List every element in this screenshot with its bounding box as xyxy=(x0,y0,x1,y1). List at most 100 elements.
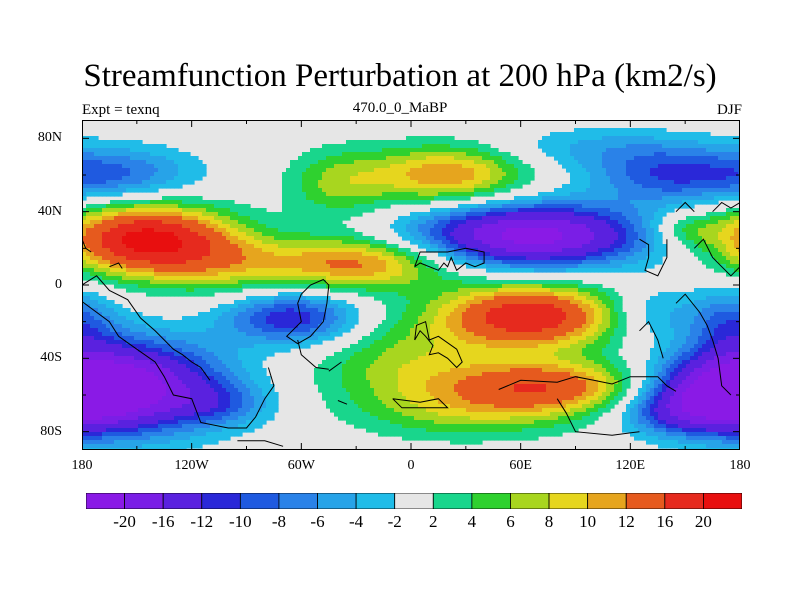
field-cell xyxy=(146,152,151,157)
field-cell xyxy=(598,232,603,237)
field-cell xyxy=(450,152,455,157)
field-cell xyxy=(422,196,427,201)
field-cell xyxy=(310,280,315,285)
field-cell xyxy=(650,160,655,165)
field-cell xyxy=(658,128,663,133)
field-cell xyxy=(642,228,647,233)
field-cell xyxy=(730,228,735,233)
field-cell xyxy=(82,208,87,213)
field-cell xyxy=(402,216,407,221)
field-cell xyxy=(518,172,523,177)
field-cell xyxy=(518,228,523,233)
field-cell xyxy=(602,164,607,169)
field-cell xyxy=(86,152,91,157)
field-cell xyxy=(426,276,431,281)
field-cell xyxy=(422,192,427,197)
field-cell xyxy=(286,176,291,181)
field-cell xyxy=(190,268,195,273)
field-cell xyxy=(594,144,599,149)
field-cell xyxy=(726,224,731,229)
field-cell xyxy=(490,172,495,177)
field-cell xyxy=(346,208,351,213)
field-cell xyxy=(246,256,251,261)
field-cell xyxy=(370,152,375,157)
field-cell xyxy=(654,236,659,241)
field-cell xyxy=(102,176,107,181)
field-cell xyxy=(266,276,271,281)
field-cell xyxy=(566,204,571,209)
field-cell xyxy=(314,188,319,193)
field-cell xyxy=(154,164,159,169)
field-cell xyxy=(454,272,459,277)
field-cell xyxy=(234,208,239,213)
field-cell xyxy=(182,268,187,273)
field-cell xyxy=(598,192,603,197)
field-cell xyxy=(658,244,663,249)
field-cell xyxy=(522,164,527,169)
field-cell xyxy=(638,168,643,173)
field-cell xyxy=(670,184,675,189)
field-cell xyxy=(242,280,247,285)
field-cell xyxy=(426,236,431,241)
field-cell xyxy=(478,184,483,189)
field-cell xyxy=(130,256,135,261)
field-cell xyxy=(594,204,599,209)
field-cell xyxy=(682,144,687,149)
field-cell xyxy=(538,280,543,285)
field-cell xyxy=(178,280,183,285)
field-cell xyxy=(458,208,463,213)
field-cell xyxy=(318,216,323,221)
field-cell xyxy=(414,148,419,153)
field-cell xyxy=(658,188,663,193)
field-cell xyxy=(622,252,627,257)
field-cell xyxy=(582,240,587,245)
field-cell xyxy=(454,168,459,173)
field-cell xyxy=(558,256,563,261)
field-cell xyxy=(730,136,735,141)
field-cell xyxy=(354,272,359,277)
field-cell xyxy=(98,268,103,273)
field-cell xyxy=(430,192,435,197)
field-cell xyxy=(646,200,651,205)
field-cell xyxy=(534,240,539,245)
field-cell xyxy=(562,268,567,273)
field-cell xyxy=(406,184,411,189)
field-cell xyxy=(730,168,735,173)
field-cell xyxy=(418,216,423,221)
field-cell xyxy=(542,244,547,249)
field-cell xyxy=(562,252,567,257)
field-cell xyxy=(454,148,459,153)
field-cell xyxy=(666,172,671,177)
field-cell xyxy=(674,160,679,165)
field-cell xyxy=(222,272,227,277)
field-cell xyxy=(150,252,155,257)
field-cell xyxy=(634,248,639,253)
field-cell xyxy=(566,232,571,237)
field-cell xyxy=(142,152,147,157)
field-cell xyxy=(662,152,667,157)
field-cell xyxy=(722,168,727,173)
field-cell xyxy=(418,156,423,161)
field-cell xyxy=(366,236,371,241)
field-cell xyxy=(482,172,487,177)
field-cell xyxy=(294,256,299,261)
field-cell xyxy=(102,276,107,281)
field-cell xyxy=(522,172,527,177)
field-cell xyxy=(466,216,471,221)
field-cell xyxy=(298,280,303,285)
field-cell xyxy=(686,196,691,201)
field-cell xyxy=(698,188,703,193)
field-cell xyxy=(446,244,451,249)
field-cell xyxy=(718,236,723,241)
field-cell xyxy=(246,272,251,277)
field-cell xyxy=(270,276,275,281)
field-cell xyxy=(710,256,715,261)
field-cell xyxy=(182,276,187,281)
field-cell xyxy=(654,184,659,189)
field-cell xyxy=(642,144,647,149)
field-cell xyxy=(386,160,391,165)
field-cell xyxy=(542,224,547,229)
field-cell xyxy=(146,276,151,281)
field-cell xyxy=(582,228,587,233)
field-cell xyxy=(558,248,563,253)
